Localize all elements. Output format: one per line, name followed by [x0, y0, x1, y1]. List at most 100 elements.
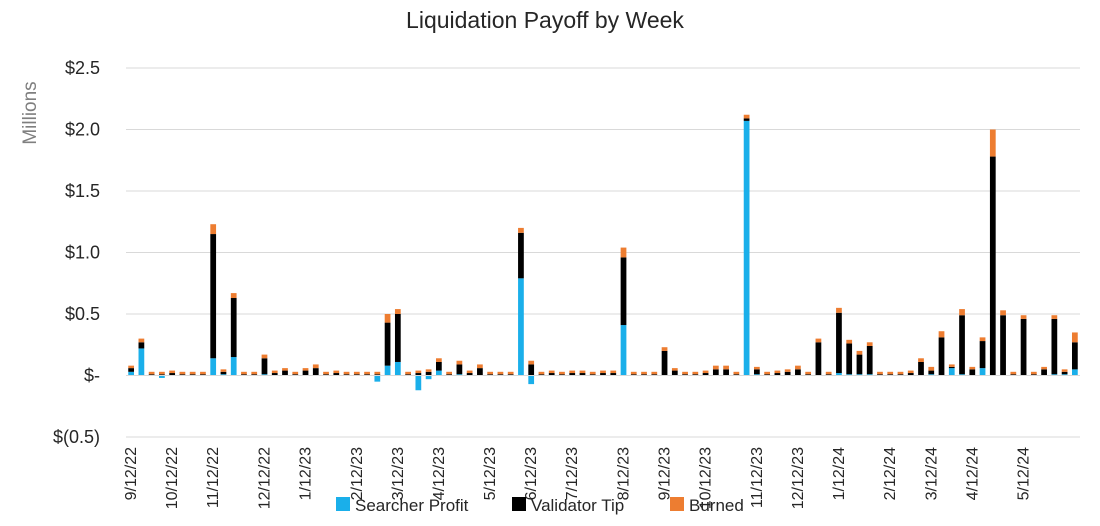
- bar-validator-tip: [671, 370, 678, 376]
- bar-searcher-profit: [210, 358, 217, 376]
- bar-burned: [394, 309, 401, 314]
- bar-validator-tip: [241, 374, 247, 376]
- bar-validator-tip: [415, 373, 422, 376]
- bar-validator-tip: [210, 234, 217, 359]
- x-tick-label: 8/12/23: [616, 447, 633, 500]
- bar-burned: [1030, 371, 1037, 375]
- bar-burned: [1020, 315, 1027, 319]
- x-axis-ticks: 9/12/22 10/12/22 11/12/22 12/12/22 1/12/23 2/…: [123, 447, 1032, 509]
- bar-burned: [148, 371, 155, 375]
- bar-burned: [384, 314, 391, 323]
- bar-burned: [897, 371, 904, 375]
- bar-burned: [518, 227, 524, 233]
- bar-searcher-profit: [979, 368, 986, 376]
- bar-burned: [559, 371, 565, 375]
- bar-validator-tip: [159, 374, 165, 376]
- bar-burned: [435, 358, 442, 362]
- bar-burned: [877, 371, 883, 375]
- y-tick-label: $1.5: [65, 181, 100, 201]
- legend-label: Burned: [689, 496, 744, 515]
- bar-burned: [538, 371, 545, 375]
- bar-validator-tip: [487, 374, 494, 376]
- bar-validator-tip: [343, 374, 350, 376]
- bar-validator-tip: [733, 374, 740, 376]
- y-tick-label: $-: [84, 366, 100, 386]
- x-tick-label: 10/12/22: [164, 447, 181, 509]
- bar-burned: [887, 371, 894, 375]
- bar-burned: [784, 369, 791, 372]
- bar-burned: [456, 360, 463, 365]
- bar-validator-tip: [682, 374, 688, 376]
- bar-burned: [466, 370, 473, 374]
- legend-swatch-burned: [670, 497, 684, 511]
- bar-validator-tip: [435, 361, 442, 371]
- bar-burned: [1000, 310, 1006, 316]
- bar-validator-tip: [712, 369, 719, 376]
- y-tick-label: $(0.5): [53, 427, 100, 447]
- bar-burned: [774, 370, 781, 374]
- bar-validator-tip: [989, 156, 996, 376]
- bar-burned: [918, 358, 924, 362]
- bar-validator-tip: [559, 374, 565, 376]
- bar-burned: [415, 370, 422, 374]
- bar-burned: [589, 371, 596, 375]
- bar-burned: [723, 365, 729, 370]
- bar-burned: [220, 369, 227, 372]
- bar-validator-tip: [836, 312, 842, 374]
- bar-burned: [1061, 369, 1068, 372]
- bar-validator-tip: [692, 374, 699, 376]
- bar-burned: [528, 360, 535, 365]
- x-tick-label: 1/12/24: [831, 447, 848, 500]
- bar-validator-tip: [866, 345, 873, 375]
- x-tick-label: 7/12/23: [564, 447, 581, 500]
- gridlines: [126, 67, 1080, 438]
- bar-validator-tip: [271, 373, 278, 376]
- bar-burned: [928, 366, 935, 371]
- x-tick-label: 6/12/23: [523, 447, 540, 500]
- legend-label: Searcher Profit: [355, 496, 469, 515]
- bar-burned: [343, 371, 350, 375]
- bar-burned: [671, 368, 678, 371]
- bar-searcher-profit: [948, 368, 955, 376]
- bar-validator-tip: [1010, 374, 1017, 376]
- bar-burned: [323, 371, 329, 375]
- bar-burned: [907, 370, 914, 374]
- bar-burned: [641, 371, 647, 375]
- bar-validator-tip: [230, 298, 237, 358]
- bar-validator-tip: [302, 370, 309, 376]
- bar-burned: [251, 371, 258, 375]
- bar-burned: [128, 365, 135, 369]
- bar-searcher-profit: [138, 348, 145, 376]
- bar-validator-tip: [897, 374, 904, 376]
- bar-validator-tip: [815, 342, 822, 376]
- bar-validator-tip: [405, 374, 411, 376]
- bar-validator-tip: [959, 315, 965, 375]
- bar-burned: [630, 371, 637, 375]
- bar-burned: [682, 371, 688, 375]
- bar-searcher-profit: [261, 374, 268, 376]
- bar-burned: [425, 369, 432, 372]
- bars-group: [126, 114, 1080, 391]
- bar-searcher-profit: [374, 375, 381, 382]
- bar-burned: [292, 371, 299, 375]
- bar-burned: [548, 370, 555, 374]
- bar-burned: [989, 129, 996, 157]
- bar-burned: [712, 365, 719, 370]
- bar-validator-tip: [938, 337, 945, 376]
- bar-validator-tip: [918, 361, 924, 376]
- bar-validator-tip: [641, 374, 647, 376]
- bar-validator-tip: [569, 373, 576, 376]
- bar-searcher-profit: [128, 371, 135, 376]
- bar-searcher-profit: [753, 374, 760, 376]
- bar-searcher-profit: [743, 120, 750, 376]
- bar-burned: [702, 370, 709, 374]
- bar-burned: [733, 371, 740, 375]
- bar-burned: [210, 224, 217, 235]
- bar-burned: [138, 338, 145, 343]
- bar-validator-tip: [497, 374, 504, 376]
- bar-searcher-profit: [518, 278, 524, 376]
- bar-validator-tip: [1030, 374, 1037, 376]
- bar-validator-tip: [661, 350, 668, 376]
- bar-burned: [374, 371, 381, 375]
- bar-validator-tip: [702, 373, 709, 376]
